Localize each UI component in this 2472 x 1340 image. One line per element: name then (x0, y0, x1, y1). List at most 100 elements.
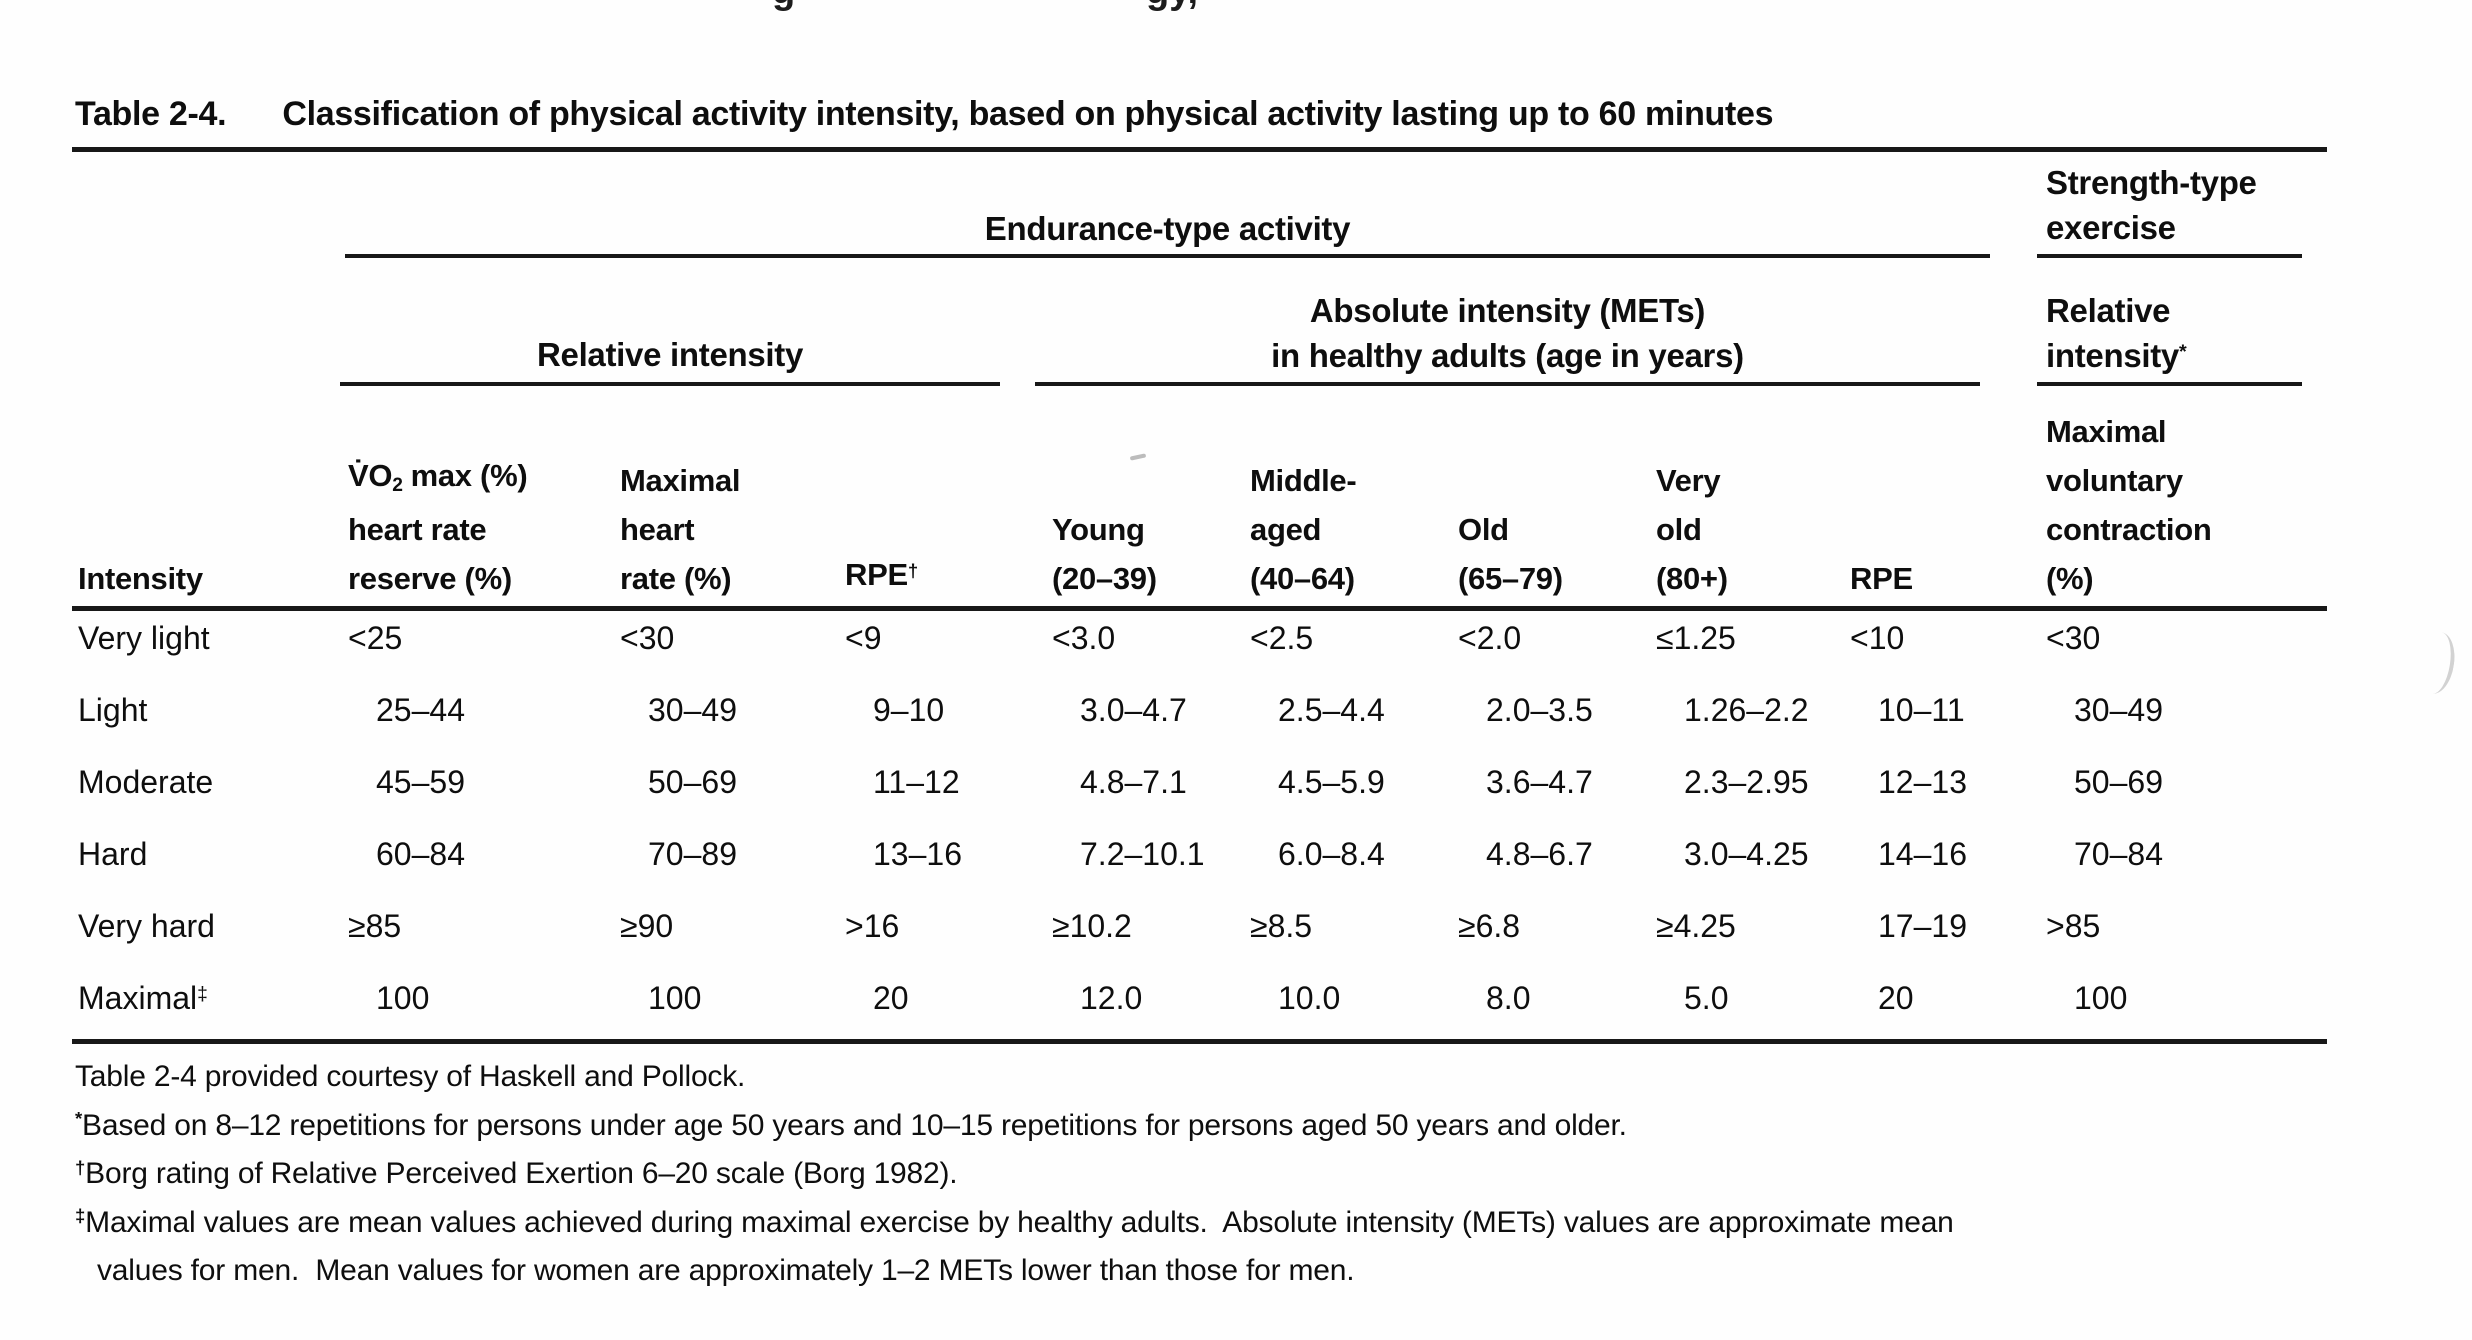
table-row-very-hard: Very hard ≥85 ≥90 >16 ≥10.2 ≥8.5 ≥6.8 ≥4… (0, 905, 2472, 951)
column-header-middle-aged: Middle- aged (40–64) (1250, 463, 1357, 596)
table-cell: 100 (648, 980, 702, 1016)
table-cell: 3.0–4.7 (1080, 692, 1187, 728)
table-cell: ≥4.25 (1656, 908, 1736, 944)
dagger-superscript: † (907, 559, 918, 581)
table-cell: 3.6–4.7 (1486, 764, 1593, 800)
table-row-maximal: Maximal‡ 100 100 20 12.0 10.0 8.0 5.0 20… (0, 977, 2472, 1023)
row-label: Very light (78, 620, 210, 656)
table-row-very-light: Very light <25 <30 <9 <3.0 <2.5 <2.0 ≤1.… (0, 617, 2472, 663)
asterisk-marker: * (75, 1108, 83, 1130)
table-cell: <25 (348, 620, 403, 656)
table-cell: ≥8.5 (1250, 908, 1313, 944)
column-header-old: Old (65–79) (1458, 512, 1563, 596)
table-cell: 13–16 (873, 836, 962, 872)
table-cell: 100 (2074, 980, 2128, 1016)
dagger-marker: † (75, 1156, 86, 1178)
table-cell: ≤1.25 (1656, 620, 1736, 656)
table-cell: 70–89 (648, 836, 737, 872)
table-row-light: Light 25–44 30–49 9–10 3.0–4.7 2.5–4.4 2… (0, 689, 2472, 735)
row-label: Hard (78, 836, 148, 872)
row-label: Maximal‡ (78, 980, 208, 1016)
table-cell: ≥90 (620, 908, 674, 944)
table-caption: Classification of physical activity inte… (282, 95, 1774, 133)
table-cell: ≥6.8 (1458, 908, 1521, 944)
table-cell: <3.0 (1052, 620, 1116, 656)
column-header-intensity: Intensity (78, 561, 203, 596)
table-cell: 2.0–3.5 (1486, 692, 1593, 728)
table-cell: ≥10.2 (1052, 908, 1132, 944)
column-header-rpe-borg: RPE† (845, 557, 918, 592)
table-cell: >16 (845, 908, 900, 944)
table-row-moderate: Moderate 45–59 50–69 11–12 4.8–7.1 4.5–5… (0, 761, 2472, 807)
table-cell: 60–84 (376, 836, 465, 872)
endurance-rule (345, 254, 1990, 258)
table-cell: 12–13 (1878, 764, 1967, 800)
relative-intensity-rule (340, 382, 1000, 386)
double-dagger-superscript: ‡ (197, 984, 208, 1006)
table-cell: 1.26–2.2 (1684, 692, 1809, 728)
table-cell: 17–19 (1878, 908, 1967, 944)
table-cell: 10–11 (1878, 692, 1965, 728)
table-cell: 11–12 (873, 764, 960, 800)
footnote-asterisk: *Based on 8–12 repetitions for persons u… (75, 1108, 1627, 1142)
vo2-symbol: V̇O (348, 458, 393, 493)
table-cell: 100 (376, 980, 430, 1016)
table-cell: 10.0 (1278, 980, 1341, 1016)
group-header-endurance: Endurance-type activity (984, 210, 1351, 247)
table-cell: 4.8–7.1 (1080, 764, 1187, 800)
column-header-max-voluntary-contraction: Maximal voluntary contraction (%) (2046, 414, 2212, 596)
table-cell: <2.0 (1458, 620, 1522, 656)
table-cell: 5.0 (1684, 980, 1729, 1016)
absolute-intensity-rule (1035, 382, 1980, 386)
footnotes: Table 2-4 provided courtesy of Haskell a… (75, 1054, 2425, 1294)
table-cell: <30 (620, 620, 675, 656)
column-header-young: Young (20–39) (1052, 512, 1157, 596)
asterisk-superscript: * (2179, 341, 2187, 364)
row-label: Light (78, 692, 148, 728)
table-cell: 20 (1878, 980, 1914, 1016)
table-cell: >85 (2046, 908, 2101, 944)
row-label: Very hard (78, 908, 215, 944)
clipped-text-fragment: g (772, 0, 795, 15)
table-cell: 2.5–4.4 (1278, 692, 1385, 728)
table-cell: 50–69 (648, 764, 737, 800)
table-cell: 25–44 (376, 692, 465, 728)
table-cell: 8.0 (1486, 980, 1531, 1016)
double-dagger-marker: ‡ (75, 1205, 86, 1227)
footnote-dagger: †Borg rating of Relative Perceived Exert… (75, 1156, 958, 1190)
subgroup-header-relative-intensity: Relative intensity (536, 336, 804, 373)
table-cell: 45–59 (376, 764, 465, 800)
table-cell: <9 (845, 620, 882, 656)
table-number: Table 2-4. (75, 95, 227, 133)
header-rule (72, 606, 2327, 611)
table-cell: 30–49 (2074, 692, 2163, 728)
footnote-double-dagger: ‡Maximal values are mean values achieved… (75, 1205, 1954, 1287)
row-label: Moderate (78, 764, 214, 800)
table-cell: ≥85 (348, 908, 402, 944)
clipped-text-fragment: gy, (1146, 0, 1198, 15)
table-cell: 3.0–4.25 (1684, 836, 1809, 872)
strength-relative-rule (2037, 382, 2302, 386)
group-header-strength: Strength-type exercise (2046, 164, 2257, 246)
table-cell: 2.3–2.95 (1684, 764, 1809, 800)
footnote-courtesy: Table 2-4 provided courtesy of Haskell a… (75, 1060, 746, 1093)
table-cell: 7.2–10.1 (1080, 836, 1205, 872)
table-cell: 30–49 (648, 692, 737, 728)
column-header-maximal-heart-rate: Maximal heart rate (%) (620, 463, 741, 596)
table-cell: 12.0 (1080, 980, 1143, 1016)
table-cell: <10 (1850, 620, 1905, 656)
table-title: Table 2-4. Classification of physical ac… (75, 95, 1774, 134)
column-header-very-old: Very old (80+) (1656, 463, 1728, 596)
strength-rule (2037, 254, 2302, 258)
subgroup-header-absolute-intensity: Absolute intensity (METs) in healthy adu… (1271, 292, 1744, 374)
vo2-subscript: 2 (392, 475, 403, 497)
column-header-vo2max-hrr: V̇O2 max (%) heart rate reserve (%) (348, 458, 528, 596)
title-rule (72, 147, 2327, 152)
table-cell: 4.8–6.7 (1486, 836, 1593, 872)
table-cell: 14–16 (1878, 836, 1967, 872)
table-cell: 9–10 (873, 692, 945, 728)
subgroup-header-strength-relative-intensity: Relative intensity* (2046, 292, 2187, 374)
table-cell: <2.5 (1250, 620, 1314, 656)
table-cell: 70–84 (2074, 836, 2163, 872)
column-header-rpe: RPE (1850, 561, 1913, 596)
